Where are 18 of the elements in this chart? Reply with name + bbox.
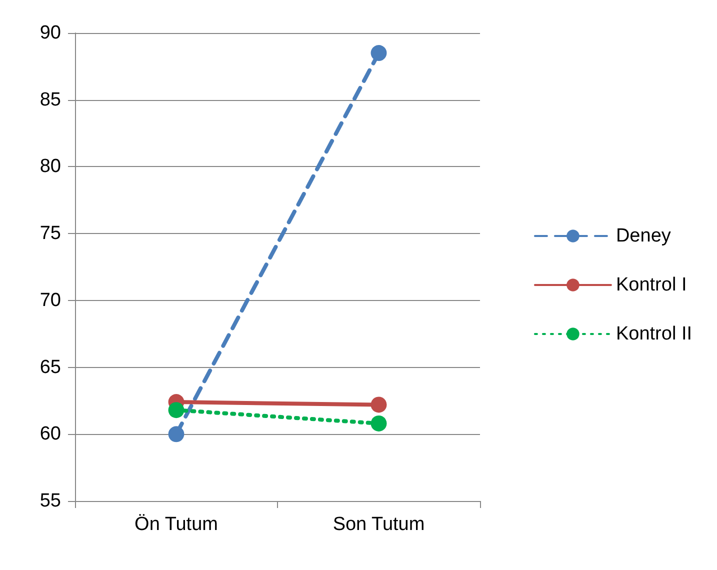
y-tick-label: 80 [40,156,61,178]
legend-label: Kontrol I [616,274,687,296]
point [168,402,184,418]
y-tick-label: 70 [40,290,61,311]
point [370,45,387,62]
y-tick-label: 90 [40,22,61,44]
y-tick-label: 60 [40,424,61,445]
legend-label: Kontrol II [616,324,692,344]
y-tick-label: 65 [40,356,61,378]
y-tick-label: 55 [40,490,61,512]
x-tick-label: Son Tutum [332,514,425,535]
point [370,396,387,413]
y-tick-label: 85 [40,89,61,110]
legend-label: Deney [616,226,672,246]
point [168,426,184,442]
x-tick-label: Ön Tutum [134,514,218,535]
point [370,415,387,432]
y-tick-label: 75 [40,223,61,244]
